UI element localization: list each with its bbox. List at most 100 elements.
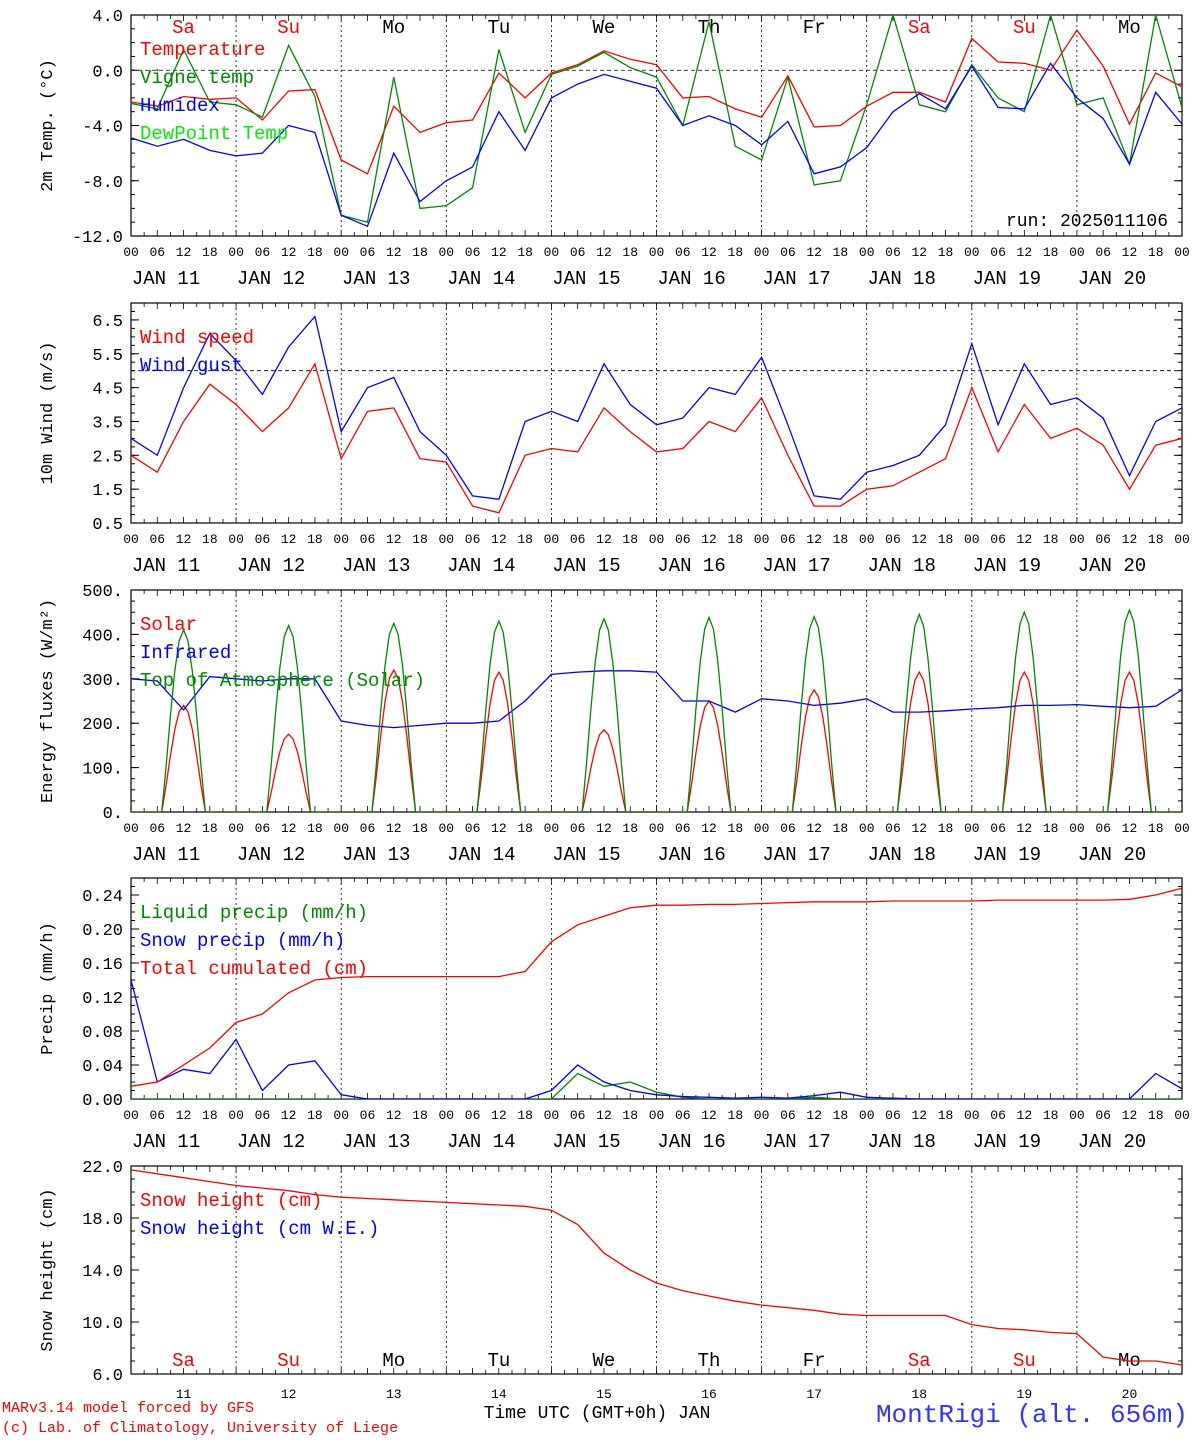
panel-2: 6.5 5.5 4.5 3.5 2.5 1.5 0.5 10m Wind (m/s) 00 06 1… <box>39 302 1190 577</box>
day-number-label: 15 <box>596 1387 612 1402</box>
hour-label: 18 <box>728 1108 744 1123</box>
hour-label: 18 <box>412 1108 428 1123</box>
legend-entry: Snow precip (mm/h) <box>140 930 345 952</box>
y-tick-label: 0.16 <box>82 956 123 975</box>
y-axis-label: Snow height (cm) <box>39 1188 58 1351</box>
hour-label: 00 <box>228 532 244 547</box>
legend-entry: Top of Atmosphere (Solar) <box>140 670 425 692</box>
date-label: JAN 13 <box>342 268 410 290</box>
hour-label: 00 <box>859 821 875 836</box>
date-label: JAN 16 <box>657 1131 725 1153</box>
date-label: JAN 17 <box>762 844 830 866</box>
hour-label: 00 <box>649 1108 665 1123</box>
hour-label: 12 <box>911 245 927 260</box>
hour-label: 18 <box>412 532 428 547</box>
hour-label: 06 <box>465 1108 481 1123</box>
weekday-label: Mo <box>1118 17 1141 39</box>
hour-label: 00 <box>1069 532 1085 547</box>
hour-label: 12 <box>1122 532 1138 547</box>
y-tick-label: 3.5 <box>92 414 123 433</box>
hour-label: 18 <box>202 245 218 260</box>
date-label: JAN 19 <box>973 555 1041 577</box>
series-line-humidex <box>131 62 1182 228</box>
hour-label: 18 <box>938 532 954 547</box>
hour-label: 12 <box>806 532 822 547</box>
weekday-label: Su <box>277 17 300 39</box>
hour-label: 00 <box>123 245 139 260</box>
hour-label: 06 <box>990 532 1006 547</box>
panel-5: 22.0 18.0 14.0 10.0 6.0 Snow height (cm) 11 12 1… <box>39 1159 1183 1402</box>
hour-label: 06 <box>570 821 586 836</box>
day-number-label: 13 <box>386 1387 402 1402</box>
weekday-label: Mo <box>382 1350 405 1372</box>
hour-label: 18 <box>307 1108 323 1123</box>
series-group <box>131 315 1182 514</box>
hour-label: 18 <box>517 245 533 260</box>
hour-label: 06 <box>675 532 691 547</box>
weekday-label: Su <box>1013 1350 1036 1372</box>
weekday-label: Sa <box>908 17 931 39</box>
hour-label: 00 <box>1174 821 1190 836</box>
weekday-label: Sa <box>172 17 195 39</box>
y-tick-label: -8.0 <box>82 174 123 193</box>
date-label: JAN 16 <box>657 268 725 290</box>
date-label: JAN 19 <box>973 268 1041 290</box>
date-label: JAN 17 <box>762 555 830 577</box>
weekday-label: Su <box>1013 17 1036 39</box>
hour-label: 06 <box>360 1108 376 1123</box>
date-label: JAN 11 <box>132 555 200 577</box>
hour-label: 18 <box>1148 821 1164 836</box>
legend-entry: Liquid precip (mm/h) <box>140 902 368 924</box>
hour-label: 06 <box>1095 532 1111 547</box>
run-label: run: 2025011106 <box>1006 212 1168 232</box>
hour-label: 12 <box>386 821 402 836</box>
x-axis-title: Time UTC (GMT+0h) JAN <box>483 1404 711 1424</box>
hour-label: 00 <box>964 245 980 260</box>
hour-label: 18 <box>1148 245 1164 260</box>
y-tick-label: 400. <box>82 627 123 646</box>
hour-label: 00 <box>649 821 665 836</box>
hour-label: 18 <box>412 821 428 836</box>
hour-label: 06 <box>570 245 586 260</box>
date-label: JAN 14 <box>447 555 515 577</box>
date-label: JAN 12 <box>237 1131 305 1153</box>
y-tick-label: 22.0 <box>82 1159 123 1178</box>
y-tick-label: 0.08 <box>82 1024 123 1043</box>
hour-label: 12 <box>1017 532 1033 547</box>
date-label: JAN 11 <box>132 844 200 866</box>
hour-label: 12 <box>1122 245 1138 260</box>
date-label: JAN 17 <box>762 268 830 290</box>
series-line-snow-precip-mm-h- <box>131 979 1182 1099</box>
hour-label: 18 <box>202 1108 218 1123</box>
hour-label: 00 <box>123 821 139 836</box>
y-tick-label: 1.5 <box>92 482 123 501</box>
y-tick-label: 6.5 <box>92 313 123 332</box>
series-line-vigne-temp <box>131 15 1182 224</box>
weekday-label: Sa <box>172 1350 195 1372</box>
date-label: JAN 14 <box>447 844 515 866</box>
hour-label: 06 <box>885 532 901 547</box>
hour-label: 06 <box>255 532 271 547</box>
series-group <box>131 1169 1182 1366</box>
legend-entry: Vigne temp <box>140 67 254 89</box>
hour-label: 18 <box>1043 245 1059 260</box>
date-label: JAN 15 <box>552 268 620 290</box>
hour-label: 00 <box>544 821 560 836</box>
hour-label: 12 <box>1017 245 1033 260</box>
date-label: JAN 16 <box>657 555 725 577</box>
panel-1: 4.0 0.0 -4.0 -8.0 -12.0 2m Temp. (°C) 00 06 12 18… <box>39 8 1190 290</box>
hour-label: 00 <box>228 821 244 836</box>
legend-entry: Snow height (cm) <box>140 1190 322 1212</box>
day-number-label: 17 <box>806 1387 822 1402</box>
hour-label: 12 <box>281 821 297 836</box>
hour-label: 00 <box>754 245 770 260</box>
hour-label: 12 <box>386 245 402 260</box>
series-line-temperature <box>131 29 1182 175</box>
y-tick-label: 4.0 <box>92 8 123 27</box>
hour-label: 12 <box>491 821 507 836</box>
y-tick-label: 300. <box>82 672 123 691</box>
y-axis-label: Precip (mm/h) <box>39 922 58 1055</box>
date-label: JAN 14 <box>447 268 515 290</box>
panel-3: 500. 400. 300. 200. 100. 0. Energy fluxes (W/m… <box>39 583 1190 866</box>
y-tick-label: -4.0 <box>82 119 123 138</box>
